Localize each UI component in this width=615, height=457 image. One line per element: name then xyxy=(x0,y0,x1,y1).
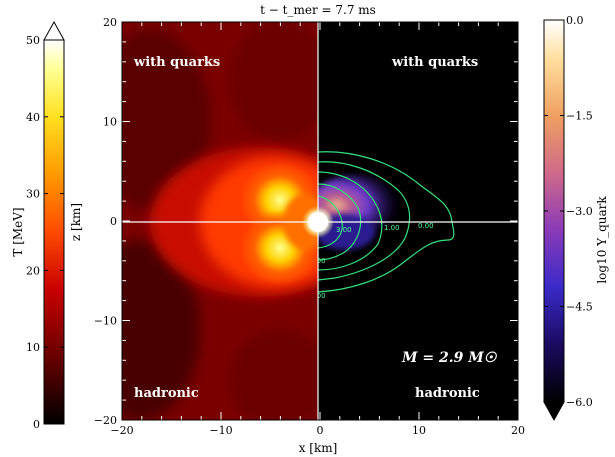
temperature-colorbar-tick: 30 xyxy=(26,188,40,201)
temperature-colorbar-tick: 20 xyxy=(26,264,40,277)
quark-colorbar-tick: −4.5 xyxy=(566,301,593,314)
temperature-colorbar-body xyxy=(43,39,65,425)
contour-line xyxy=(318,183,362,261)
x-tick-label: −20 xyxy=(110,424,133,437)
temperature-colorbar-label: T [MeV] xyxy=(11,207,25,256)
label-top-right: with quarks xyxy=(391,55,478,70)
quark-colorbar-tick: −6.0 xyxy=(566,396,593,409)
x-tick-label: −10 xyxy=(209,424,232,437)
contour-label: 2.00 xyxy=(310,257,326,265)
x-axis-label: x [km] xyxy=(299,441,338,455)
temperature-map xyxy=(122,22,318,420)
quark-colorbar-tick: 0.0 xyxy=(566,14,584,27)
label-bottom-left: hadronic xyxy=(134,386,199,401)
temperature-colorbar-tick: 10 xyxy=(26,341,40,354)
y-tick-label: 10 xyxy=(103,116,117,129)
contour-label: 0.00 xyxy=(310,292,326,300)
contour-line xyxy=(318,161,411,281)
plot-area: 0.00 1.00 3.00 2.00 0.00 with quarks with qu… xyxy=(122,22,518,420)
x-tick-label: 0 xyxy=(317,424,324,437)
contour-label: 0.00 xyxy=(418,222,434,230)
temperature-colorbar-tick: 40 xyxy=(26,111,40,124)
y-tick-label: 0 xyxy=(110,215,117,228)
label-bottom-right: hadronic xyxy=(415,386,480,401)
y-tick-label: −10 xyxy=(94,315,117,328)
quark-colorbar-tick: −1.5 xyxy=(566,110,593,123)
temperature-colorbar-tick: 50 xyxy=(26,34,40,47)
quark-colorbar-tick: −3.0 xyxy=(566,205,593,218)
contour-label: 3.00 xyxy=(336,226,352,234)
x-tick-label: 10 xyxy=(412,424,426,437)
chart-title: t − t_mer = 7.7 ms xyxy=(260,3,376,17)
y-tick-label: −20 xyxy=(94,414,117,427)
mass-label: M = 2.9 M☉ xyxy=(401,350,498,366)
quark-fraction-colorbar: −6.0 −4.5 −3.0 −1.5 0.0 log10 Y_quark xyxy=(543,14,609,422)
temperature-colorbar-tick: 0 xyxy=(33,418,40,431)
contour-label: 1.00 xyxy=(384,224,400,232)
temperature-colorbar: 0 10 20 30 40 50 T [MeV] xyxy=(11,20,65,431)
label-top-left: with quarks xyxy=(133,55,220,70)
contour-line xyxy=(318,171,383,271)
quark-colorbar-label: log10 Y_quark xyxy=(595,196,609,284)
y-axis-label: z [km] xyxy=(69,203,83,241)
x-tick-label: 20 xyxy=(511,424,525,437)
y-tick-label: 20 xyxy=(103,16,117,29)
quark-colorbar-extend-arrow xyxy=(543,401,565,422)
temperature-colorbar-extend-arrow xyxy=(43,20,65,41)
contour-line xyxy=(318,151,455,293)
